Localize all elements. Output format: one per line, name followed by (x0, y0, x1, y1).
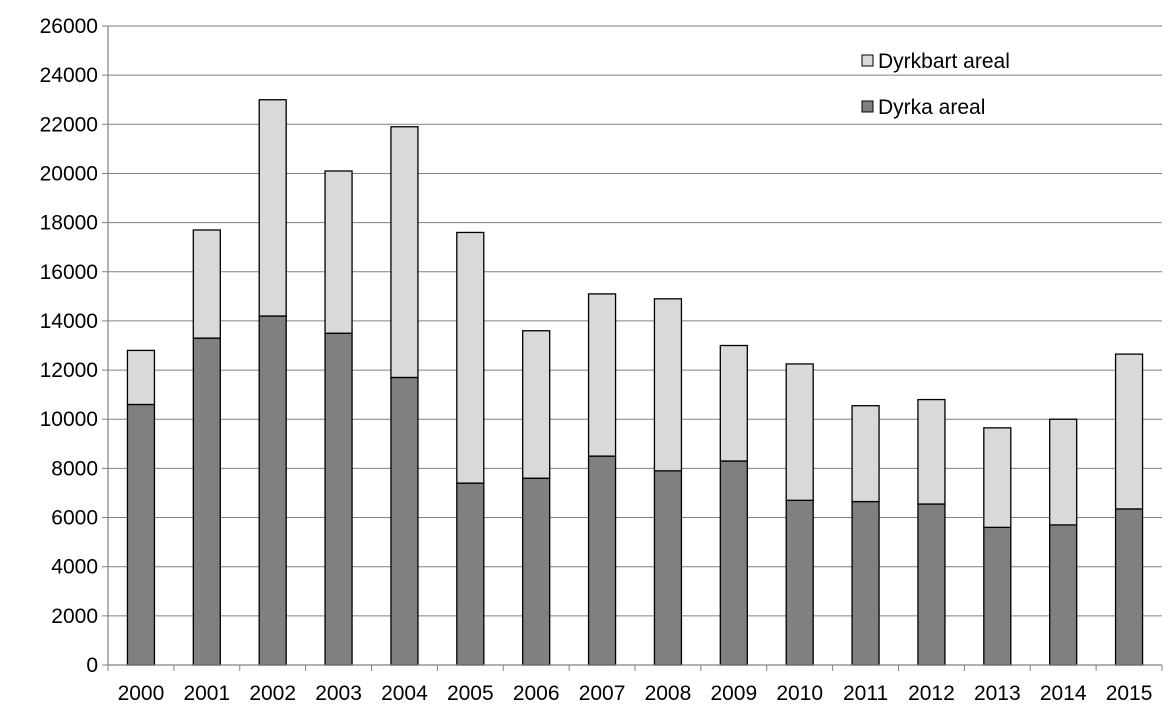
x-tick-label: 2008 (645, 682, 692, 705)
y-tick-label: 26000 (40, 15, 98, 38)
x-tick-label: 2002 (249, 682, 296, 705)
bar-dyrkbart-areal-2015 (1114, 353, 1144, 510)
bar-dyrka-areal-2006 (522, 477, 551, 666)
y-tick-label: 2000 (51, 605, 98, 628)
bar-dyrkbart-areal-2012 (917, 398, 946, 505)
x-tick-label: 2001 (183, 682, 230, 705)
bar-dyrka-areal-2008 (653, 470, 683, 666)
y-tick-label: 0 (86, 654, 98, 677)
y-tick-label: 14000 (40, 310, 98, 333)
bar-dyrkbart-areal-2004 (390, 126, 419, 379)
bar-dyrka-areal-2011 (851, 500, 880, 666)
bar-dyrkbart-areal-2001 (192, 229, 221, 339)
bar-dyrkbart-areal-2000 (126, 349, 156, 406)
x-tick-label: 2015 (1106, 682, 1153, 705)
bar-dyrkbart-areal-2014 (1049, 418, 1078, 526)
bar-dyrkbart-areal-2003 (324, 170, 353, 334)
y-tick-label: 6000 (51, 507, 98, 530)
x-tick-label: 2005 (447, 682, 494, 705)
x-tick-label: 2007 (579, 682, 626, 705)
bar-dyrka-areal-2007 (587, 455, 617, 666)
bar-dyrkbart-areal-2013 (983, 427, 1012, 529)
x-tick-label: 2014 (1040, 682, 1087, 705)
legend-swatch-dyrkbart-areal (861, 54, 874, 67)
x-tick-label: 2010 (776, 682, 823, 705)
legend-swatch-dyrka-areal (861, 100, 874, 113)
bar-dyrka-areal-2010 (785, 499, 814, 666)
bar-dyrka-areal-2013 (983, 526, 1012, 666)
y-tick-label: 22000 (40, 113, 98, 136)
y-tick-label: 18000 (40, 212, 98, 235)
y-tick-label: 20000 (40, 162, 98, 185)
x-tick-label: 2000 (118, 682, 165, 705)
y-tick-label: 24000 (40, 64, 98, 87)
y-tick-label: 10000 (40, 408, 98, 431)
bar-dyrkbart-areal-2011 (851, 405, 880, 503)
x-tick-label: 2013 (974, 682, 1021, 705)
x-tick-label: 2011 (843, 682, 888, 705)
axes (102, 25, 1163, 671)
legend-label-dyrka-areal: Dyrka areal (878, 96, 985, 119)
bar-dyrka-areal-2001 (192, 337, 221, 666)
bar-dyrkbart-areal-2008 (653, 298, 683, 472)
bar-dyrkbart-areal-2005 (456, 231, 485, 484)
bar-dyrkbart-areal-2009 (719, 344, 748, 462)
bar-dyrka-areal-2003 (324, 332, 353, 666)
bar-dyrka-areal-2004 (390, 376, 419, 666)
bar-dyrka-areal-2009 (719, 460, 748, 666)
bar-dyrkbart-areal-2007 (587, 293, 617, 457)
bar-dyrka-areal-2000 (126, 403, 156, 666)
bar-dyrka-areal-2014 (1049, 524, 1078, 666)
legend-entry-dyrka-areal: Dyrka areal (861, 96, 985, 119)
x-tick-label: 2003 (315, 682, 362, 705)
bar-dyrkbart-areal-2006 (522, 330, 551, 479)
y-tick-labels: 0 2000 4000 6000 8000 10000 12000 14000 16000 180… (40, 15, 98, 677)
legend: Dyrkbart areal Dyrka areal (861, 50, 1010, 119)
bar-dyrka-areal-2002 (258, 315, 287, 666)
bar-dyrka-areal-2005 (456, 482, 485, 666)
x-tick-labels: 2000 2001 2002 2003 2004 2005 2006 2007 2008 2009… (118, 682, 1153, 705)
y-tick-label: 16000 (40, 261, 98, 284)
x-tick-label: 2006 (513, 682, 560, 705)
bar-dyrkbart-areal-2002 (258, 99, 287, 317)
y-tick-label: 12000 (40, 359, 98, 382)
bar-dyrka-areal-2012 (917, 503, 946, 666)
legend-label-dyrkbart-areal: Dyrkbart areal (878, 50, 1010, 73)
x-tick-label: 2009 (710, 682, 757, 705)
bar-dyrkbart-areal-2010 (785, 363, 814, 501)
x-tick-label: 2012 (908, 682, 955, 705)
legend-entry-dyrkbart-areal: Dyrkbart areal (861, 50, 1010, 73)
y-tick-label: 4000 (51, 556, 98, 579)
bar-dyrka-areal-2015 (1114, 508, 1144, 666)
x-tick-label: 2004 (381, 682, 428, 705)
bars (126, 99, 1144, 666)
y-tick-label: 8000 (51, 457, 98, 480)
